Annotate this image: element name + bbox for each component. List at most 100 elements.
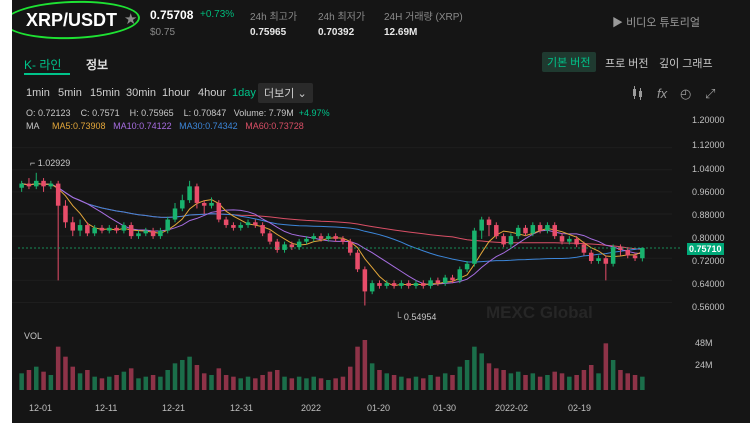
candle-body — [435, 280, 441, 284]
volume-bar — [253, 378, 258, 390]
indicator-fx-icon[interactable]: fx — [657, 86, 668, 101]
volume-bar — [238, 378, 243, 390]
volume-bar — [472, 346, 477, 390]
candle-body — [114, 227, 119, 231]
x-label: 01-30 — [433, 403, 457, 413]
volume-bar — [326, 380, 331, 390]
candle-body — [48, 183, 54, 187]
candle-body — [165, 219, 170, 231]
interval-1min[interactable]: 1min — [26, 87, 50, 99]
basic-version-button[interactable]: 기본 버전 — [542, 52, 596, 72]
candle-body — [121, 225, 127, 231]
candle-body — [588, 252, 594, 261]
pro-version-button[interactable]: 프로 버전 — [605, 58, 649, 70]
volume-bar — [318, 378, 324, 390]
volume-bar — [362, 340, 368, 390]
interval-30min[interactable]: 30min — [126, 87, 156, 99]
period-high-label: ⌐ 1.02929 — [30, 158, 71, 168]
play-icon: ▶ — [612, 17, 623, 29]
stat-volume-value: 12.69M — [384, 27, 418, 38]
ohlc-close: C: 0.7571 — [80, 108, 120, 118]
interval-15min[interactable]: 15min — [90, 87, 120, 99]
video-tutorial-link[interactable]: ▶ 비디오 튜토리얼 — [612, 14, 700, 30]
candle-body — [515, 227, 521, 237]
volume-bar — [603, 343, 609, 390]
volume-bar — [391, 375, 397, 390]
candle-type-icon[interactable] — [632, 86, 644, 103]
volume-bar — [282, 376, 287, 390]
period-low-value: 0.54954 — [403, 312, 437, 322]
candle-body — [260, 225, 265, 234]
volume-bar — [552, 371, 557, 390]
x-label: 12-01 — [29, 403, 53, 413]
volume-bar — [559, 373, 565, 390]
candle-body — [391, 283, 397, 286]
volume-bar — [180, 360, 185, 390]
volume-bar — [33, 366, 39, 390]
volume-bar — [304, 378, 309, 390]
y-label: 0.72000 — [692, 256, 725, 266]
interval-4hour[interactable]: 4hour — [198, 87, 227, 99]
candle-body — [180, 200, 185, 209]
candle-body — [216, 202, 222, 220]
kline-chart[interactable] — [12, 128, 750, 423]
stat-low-value: 0.70392 — [318, 27, 355, 38]
candle-body — [618, 247, 623, 250]
candle-body — [362, 269, 368, 292]
candle-body — [311, 236, 317, 239]
stat-volume-label: 24H 거래량 (XRP) — [384, 12, 463, 23]
candle-body — [201, 202, 207, 206]
interval-1hour[interactable]: 1hour — [162, 87, 191, 99]
volume-bar — [150, 375, 156, 390]
candle-body — [464, 263, 470, 270]
volume-bar — [618, 370, 623, 390]
depth-chart-button[interactable]: 깊이 그래프 — [659, 58, 713, 70]
stat-low-label: 24h 최저가 — [318, 12, 366, 23]
candle-body — [267, 233, 273, 242]
x-label: 12-11 — [95, 403, 118, 413]
volume-bar — [260, 375, 265, 390]
pair-title[interactable]: XRP/USDT — [26, 10, 118, 30]
volume-bar — [545, 375, 550, 390]
candle-body — [537, 225, 543, 231]
interval-1day[interactable]: 1day — [232, 87, 256, 99]
candle-body — [318, 236, 324, 239]
candle-body — [85, 225, 90, 234]
candle-body — [347, 241, 353, 253]
ma60-line — [21, 183, 643, 250]
fullscreen-icon[interactable]: ⤢ — [705, 86, 716, 101]
ma10-line — [21, 183, 643, 286]
tab-kline[interactable]: K- 라인 — [24, 58, 62, 72]
favorite-star-icon[interactable]: ★ — [124, 11, 138, 28]
volume-bar — [515, 371, 521, 390]
candle-body — [296, 241, 302, 248]
settings-gauge-icon[interactable]: ◴ — [680, 86, 692, 101]
tab-kline-underline — [24, 73, 70, 75]
volume-bar — [384, 373, 390, 390]
candle-body — [552, 225, 557, 237]
volume-bar — [92, 376, 97, 390]
candle-body — [70, 222, 76, 231]
ma60-value: MA60:0.73728 — [245, 121, 304, 131]
volume-bar — [508, 373, 514, 390]
candle-body — [581, 244, 587, 253]
candle-body — [333, 236, 338, 239]
ma30-value: MA30:0.74342 — [179, 121, 238, 131]
x-label: 12-21 — [162, 403, 186, 413]
candle-body — [486, 219, 492, 226]
candle-body — [369, 283, 375, 292]
more-dropdown[interactable]: 더보기 ⌄ — [258, 83, 313, 103]
candle-body — [63, 205, 68, 223]
tab-info[interactable]: 정보 — [86, 58, 109, 72]
y-label: 0.64000 — [692, 279, 725, 289]
candle-body — [253, 222, 258, 226]
volume-bar — [121, 371, 127, 390]
volume-bar — [377, 370, 382, 390]
candle-body — [274, 241, 280, 250]
volume-bar — [369, 363, 375, 390]
volume-bar — [143, 376, 149, 390]
volume-bar — [114, 375, 119, 390]
ma30-line — [21, 183, 643, 263]
volume-bar — [99, 378, 105, 390]
interval-5min[interactable]: 5min — [58, 87, 82, 99]
